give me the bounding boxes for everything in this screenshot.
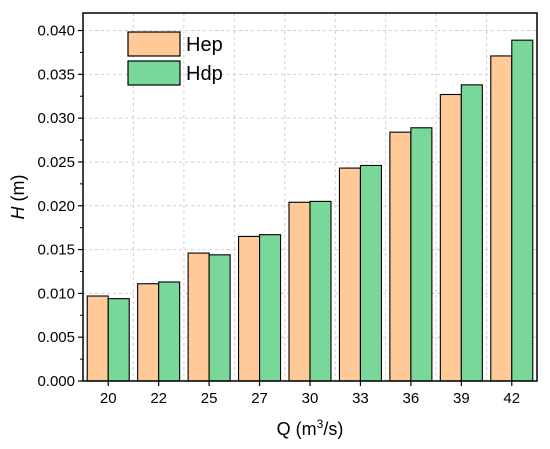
x-tick-label: 20 <box>100 390 117 407</box>
x-axis-title-tail: /s) <box>323 419 343 439</box>
legend: Hep Hdp <box>127 31 223 86</box>
x-tick-label: 39 <box>453 390 470 407</box>
bar-hdp-27 <box>259 234 282 382</box>
bar-hdp-30 <box>309 200 332 382</box>
legend-swatch-hdp <box>127 60 181 86</box>
bar-hdp-20 <box>107 298 130 382</box>
bar-hdp-25 <box>208 254 231 382</box>
y-axis: 0.000 0.005 0.010 0.015 0.020 0.025 0.030 0.035… <box>37 23 83 390</box>
y-axis-title-symbol: H <box>8 205 28 219</box>
bar-hdp-33 <box>359 164 382 382</box>
x-axis-title-sup: 3 <box>317 417 324 431</box>
y-tick-label: 0.020 <box>37 198 75 215</box>
bars <box>86 39 534 382</box>
bar-hep-36 <box>389 131 412 382</box>
x-axis-title-base: Q (m <box>277 419 317 439</box>
bar-hep-27 <box>238 235 261 382</box>
y-axis-title: H (m) <box>8 175 28 220</box>
bar-hep-22 <box>137 283 160 382</box>
y-tick-label: 0.025 <box>37 154 75 171</box>
x-tick-label: 36 <box>403 390 420 407</box>
x-axis: 20 22 25 27 30 33 36 39 42 <box>100 381 520 407</box>
y-tick-label: 0.040 <box>37 23 75 40</box>
legend-label-hdp: Hdp <box>186 63 223 85</box>
bar-hep-30 <box>288 201 311 382</box>
legend-label-hep: Hep <box>186 34 223 56</box>
bar-hep-20 <box>86 295 109 382</box>
x-axis-title: Q (m3/s) <box>277 417 344 439</box>
x-tick-label: 33 <box>352 390 369 407</box>
y-tick-label: 0.010 <box>37 285 75 302</box>
x-tick-label: 22 <box>150 390 167 407</box>
bar-hep-39 <box>439 93 462 382</box>
bar-hdp-22 <box>158 281 181 382</box>
x-tick-label: 42 <box>503 390 520 407</box>
bar-hep-33 <box>338 167 361 382</box>
y-axis-title-unit: (m) <box>8 175 28 207</box>
legend-swatch-hep <box>127 31 181 57</box>
y-tick-label: 0.030 <box>37 110 75 127</box>
bar-hdp-36 <box>410 127 433 382</box>
y-tick-label: 0.015 <box>37 242 75 259</box>
x-tick-label: 30 <box>302 390 319 407</box>
x-tick-label: 27 <box>251 390 268 407</box>
y-tick-label: 0.000 <box>37 373 75 390</box>
bar-hep-25 <box>187 252 210 382</box>
bar-hdp-42 <box>511 39 534 382</box>
bar-hep-42 <box>490 55 513 382</box>
y-tick-label: 0.035 <box>37 66 75 83</box>
x-tick-label: 25 <box>201 390 218 407</box>
bar-hdp-39 <box>460 84 483 382</box>
y-tick-label: 0.005 <box>37 329 75 346</box>
